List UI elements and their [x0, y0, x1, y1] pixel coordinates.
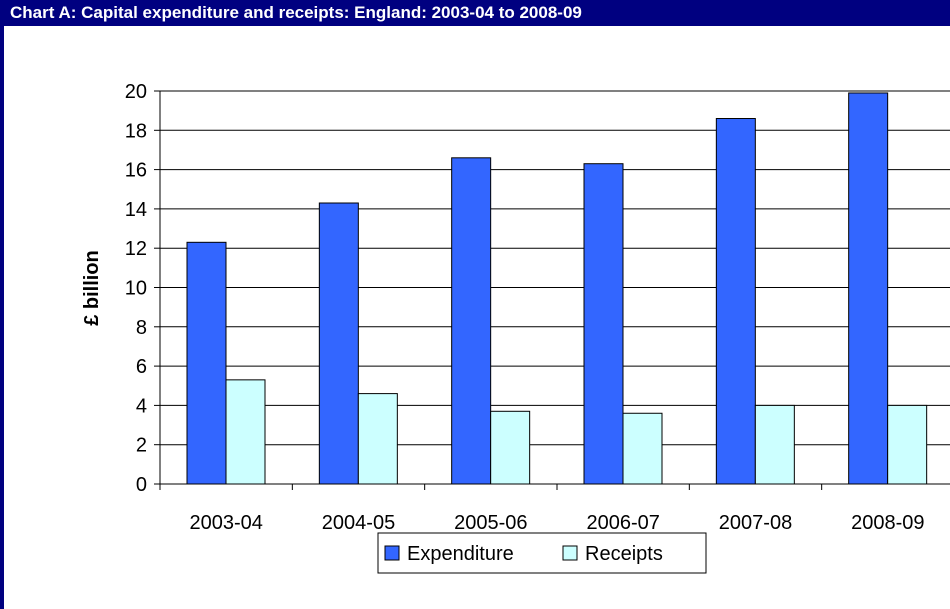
x-tick-label: 2004-05: [322, 512, 395, 534]
legend-label-receipts: Receipts: [585, 543, 663, 565]
bars: [186, 92, 928, 485]
bar-expenditure-2006-07: [583, 163, 624, 485]
bar-receipts-2004-05: [357, 393, 398, 485]
legend-swatch-expenditure: [384, 545, 400, 561]
chart-title: Chart A: Capital expenditure and receipt…: [4, 0, 950, 26]
bar-expenditure-2008-09: [848, 92, 889, 485]
bar-expenditure-2003-04: [186, 241, 227, 485]
y-tick-label: 14: [125, 199, 147, 221]
y-tick-label: 10: [125, 278, 147, 300]
y-tick-label: 8: [136, 317, 147, 339]
y-tick-label: 0: [136, 474, 147, 496]
x-tick-label: 2008-09: [851, 512, 924, 534]
y-tick-label: 18: [125, 120, 147, 142]
bar-expenditure-2004-05: [318, 202, 359, 485]
legend-label-expenditure: Expenditure: [407, 543, 514, 565]
bar-expenditure-2005-06: [451, 157, 492, 485]
bar-receipts-2005-06: [490, 410, 531, 485]
x-tick-labels: 2003-04 2004-05 2005-06 2006-07 2007-08 2008-…: [189, 512, 924, 534]
bar-receipts-2007-08: [754, 404, 795, 485]
y-tick-label: 12: [125, 238, 147, 260]
gridlines: [160, 90, 950, 446]
bar-receipts-2008-09: [887, 404, 928, 485]
y-tick-label: 2: [136, 435, 147, 457]
legend-box: [377, 532, 707, 574]
y-tick-label: 6: [136, 356, 147, 378]
legend: Expenditure Receipts: [377, 532, 707, 574]
y-tick-label: 4: [136, 395, 147, 417]
legend-swatch-receipts: [562, 545, 578, 561]
y-tick-labels: 0 2 4 6 8 10 12 14 16 18 20: [125, 81, 147, 496]
x-tick-label: 2005-06: [454, 512, 527, 534]
bar-receipts-2003-04: [225, 379, 266, 485]
y-tick-label: 16: [125, 160, 147, 182]
axes: [154, 90, 950, 490]
y-tick-label: 20: [125, 81, 147, 103]
x-tick-label: 2003-04: [189, 512, 262, 534]
bar-receipts-2006-07: [622, 412, 663, 485]
y-axis-title: £ billion: [81, 250, 103, 326]
bar-expenditure-2007-08: [715, 118, 756, 485]
x-tick-label: 2007-08: [719, 512, 792, 534]
x-tick-label: 2006-07: [586, 512, 659, 534]
